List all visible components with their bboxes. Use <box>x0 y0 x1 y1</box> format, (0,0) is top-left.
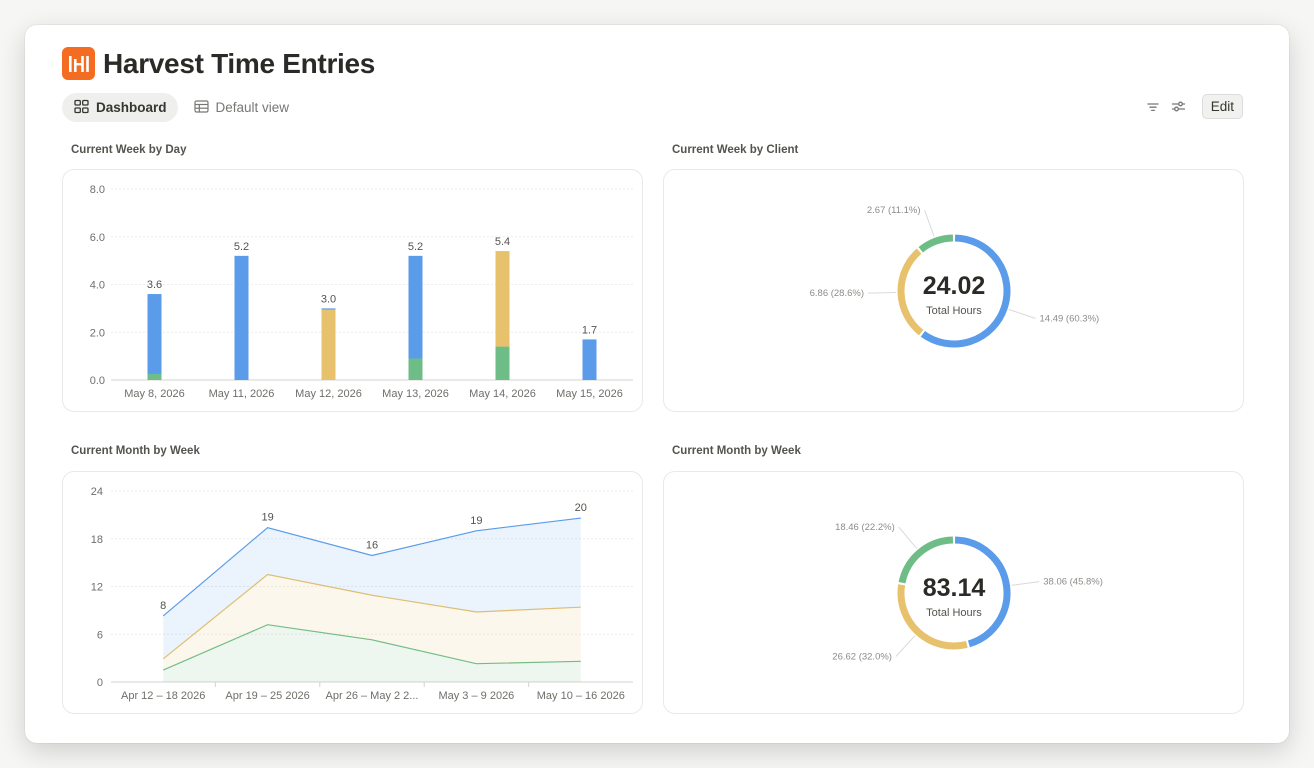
slice-label: 18.46 (22.2%) <box>835 522 895 533</box>
widget-title-week-by-day: Current Week by Day <box>71 144 187 156</box>
area-fill <box>163 518 581 659</box>
bar-segment <box>321 309 336 380</box>
widget-title-month-by-week-donut: Current Month by Week <box>672 445 801 457</box>
page-title: Harvest Time Entries <box>103 47 376 79</box>
x-tick-label: May 14, 2026 <box>469 388 536 400</box>
x-tick-label: Apr 12 – 18 2026 <box>121 690 205 702</box>
x-tick-label: Apr 19 – 25 2026 <box>225 690 309 702</box>
y-tick-label: 24 <box>91 486 103 498</box>
y-tick-label: 6.0 <box>90 232 105 244</box>
slice-label: 26.62 (32.0%) <box>832 651 892 662</box>
bar-segment <box>408 255 423 359</box>
donut-slice <box>954 536 1011 648</box>
sliders-icon[interactable] <box>1170 98 1188 116</box>
month-by-week-donut-card: 38.06 (45.8%) 26.62 (32.0%) 18.46 (22.2%) 8… <box>663 471 1244 714</box>
month-by-week-area-chart: 0 6 12 18 24 8 Apr 12 – 18 2026 19 Apr 19 – 25 2… <box>91 486 633 702</box>
harvest-logo-icon <box>62 47 95 80</box>
area-total-label: 20 <box>575 502 587 514</box>
slice-leader-line <box>924 210 935 237</box>
widget-title-week-by-client: Current Week by Client <box>672 144 799 156</box>
x-tick-label: May 8, 2026 <box>124 388 185 400</box>
bar-segment <box>495 346 510 380</box>
app-window: Harvest Time Entries Dashboard <box>25 25 1289 743</box>
page-header: Harvest Time Entries <box>62 47 375 80</box>
x-tick-label: May 13, 2026 <box>382 388 449 400</box>
y-tick-label: 0 <box>97 677 103 689</box>
x-tick-label: May 3 – 9 2026 <box>438 690 514 702</box>
slice-leader-line <box>1008 309 1036 319</box>
bar-total-label: 5.2 <box>408 241 423 253</box>
slice-label: 6.86 (28.6%) <box>810 288 864 299</box>
tab-default-view[interactable]: Default view <box>182 93 301 122</box>
tab-dashboard-label: Dashboard <box>96 100 167 115</box>
month-by-week-donut-chart: 38.06 (45.8%) 26.62 (32.0%) 18.46 (22.2%) 8… <box>832 522 1103 662</box>
filter-icon[interactable] <box>1144 98 1162 116</box>
donut-slice <box>897 584 968 650</box>
slice-label: 38.06 (45.8%) <box>1043 577 1103 588</box>
slice-label: 2.67 (11.1%) <box>867 205 921 216</box>
area-line <box>162 573 581 660</box>
area-total-label: 19 <box>261 512 273 524</box>
widget-title-month-by-week-area: Current Month by Week <box>71 445 200 457</box>
week-by-day-bar-chart: 0.0 2.0 4.0 6.0 8.0 3.6 May 8, 2026 5.2 May 11, … <box>90 184 633 400</box>
donut-center-label: Total Hours <box>926 305 982 317</box>
slice-leader-line <box>895 635 916 657</box>
donut-slice <box>918 234 954 253</box>
donut-slice <box>898 536 954 584</box>
y-tick-label: 4.0 <box>90 280 105 292</box>
donut-center-label: Total Hours <box>926 607 982 619</box>
bar-total-label: 3.6 <box>147 279 162 291</box>
slice-leader-line <box>898 526 918 549</box>
area-fill <box>163 624 581 682</box>
view-tabs: Dashboard Default view <box>62 93 300 122</box>
area-total-label: 19 <box>470 515 482 527</box>
area-line <box>162 624 581 671</box>
y-tick-label: 8.0 <box>90 184 105 196</box>
y-tick-label: 2.0 <box>90 327 105 339</box>
area-total-label: 16 <box>366 539 378 551</box>
y-tick-label: 6 <box>97 629 103 641</box>
donut-slice <box>897 248 924 336</box>
table-icon <box>193 99 209 117</box>
dashboard-icon <box>74 99 89 117</box>
donut-center-value: 83.14 <box>923 574 986 602</box>
bar-segment <box>147 294 162 375</box>
donut-slice <box>920 234 1011 348</box>
x-tick-label: Apr 26 – May 2 2... <box>326 690 419 702</box>
bar-total-label: 1.7 <box>582 324 597 336</box>
area-total-label: 8 <box>160 600 166 612</box>
x-tick-label: May 15, 2026 <box>556 388 623 400</box>
toolbar: Edit <box>1144 94 1243 119</box>
bar-total-label: 3.0 <box>321 293 336 305</box>
y-tick-label: 0.0 <box>90 375 105 387</box>
bar-total-label: 5.2 <box>234 241 249 253</box>
x-tick-label: May 12, 2026 <box>295 388 362 400</box>
bar-segment <box>495 251 510 347</box>
x-tick-label: May 10 – 16 2026 <box>537 690 625 702</box>
month-by-week-area-card: 0 6 12 18 24 8 Apr 12 – 18 2026 19 Apr 19 – 25 2… <box>62 471 643 714</box>
bar-segment <box>147 374 162 380</box>
bar-segment <box>408 358 423 380</box>
y-tick-label: 18 <box>91 534 103 546</box>
week-by-day-card: 0.0 2.0 4.0 6.0 8.0 3.6 May 8, 2026 5.2 May 11, … <box>62 169 643 412</box>
bar-segment <box>582 339 597 380</box>
bar-total-label: 5.4 <box>495 236 510 248</box>
tab-default-view-label: Default view <box>215 100 290 115</box>
slice-leader-line <box>868 291 897 294</box>
y-tick-label: 12 <box>91 582 103 594</box>
bar-segment <box>234 255 249 380</box>
bar-segment <box>321 308 336 310</box>
week-by-client-card: 14.49 (60.3%) 6.86 (28.6%) 2.67 (11.1%) 24.… <box>663 169 1244 412</box>
slice-leader-line <box>1011 581 1040 586</box>
slice-label: 14.49 (60.3%) <box>1040 313 1100 324</box>
week-by-client-donut-chart: 14.49 (60.3%) 6.86 (28.6%) 2.67 (11.1%) 24.… <box>810 205 1100 348</box>
donut-center-value: 24.02 <box>923 272 986 300</box>
x-tick-label: May 11, 2026 <box>209 388 275 400</box>
area-fill <box>163 574 581 671</box>
edit-button[interactable]: Edit <box>1201 94 1243 119</box>
area-line <box>162 517 581 617</box>
tab-dashboard[interactable]: Dashboard <box>62 93 178 122</box>
